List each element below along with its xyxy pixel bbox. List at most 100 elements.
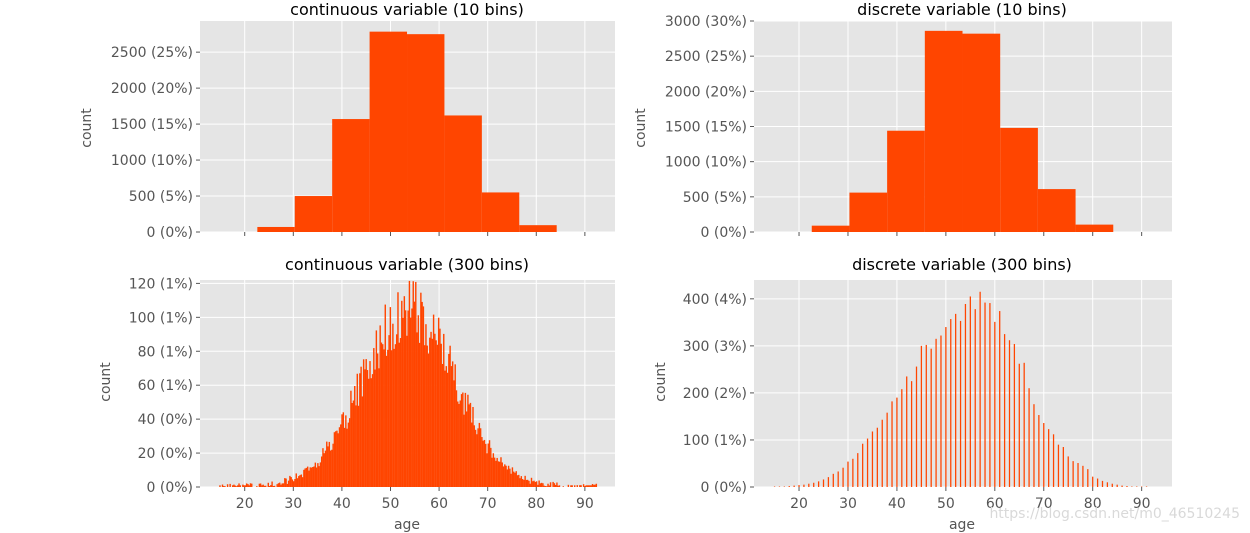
histogram-bar [798, 485, 800, 487]
y-axis-label: count [98, 362, 114, 402]
histogram-bar [247, 484, 249, 487]
x-tick-label: 30 [284, 496, 302, 512]
histogram-bar [582, 484, 585, 487]
histogram-bar [399, 338, 402, 487]
histogram-bar [504, 464, 506, 487]
bars [257, 31, 557, 232]
histogram-bar [510, 473, 512, 487]
histogram-bar [453, 380, 455, 487]
histogram-bar [408, 280, 411, 487]
histogram-bar [1067, 456, 1069, 487]
histogram-bar [444, 370, 446, 487]
panel-discrete-10-bins: discrete variable (10 bins) count 0 (0%)… [633, 0, 1172, 241]
histogram-bar [262, 484, 264, 487]
histogram-bar [999, 311, 1001, 487]
histogram-bar [368, 378, 370, 487]
histogram-bar [425, 324, 427, 487]
histogram-bar [473, 425, 475, 487]
histogram-bar [493, 457, 496, 487]
histogram-bar [412, 281, 414, 487]
histogram-bar [411, 308, 413, 487]
histogram-bar [547, 483, 549, 487]
histogram-bar [268, 486, 271, 487]
histogram-bar [509, 468, 511, 487]
histogram-bar [487, 443, 489, 487]
histogram-bar [245, 483, 248, 487]
histogram-bar [323, 453, 325, 487]
x-tick-label: 60 [986, 496, 1004, 512]
histogram-bar [436, 344, 439, 487]
panel-continuous-10-bins: continuous variable (10 bins) count 0 (0… [79, 0, 615, 241]
histogram-bar [440, 343, 442, 487]
histogram-bar [434, 333, 436, 487]
histogram-bar [460, 394, 463, 487]
histogram-bar [432, 314, 435, 487]
histogram-bar [343, 427, 346, 487]
histogram-bar [1116, 484, 1118, 487]
panel-discrete-300-bins: discrete variable (300 bins) count age 0… [653, 255, 1172, 533]
histogram-bar [549, 482, 552, 487]
histogram-bar [328, 441, 331, 487]
histogram-bar [291, 479, 294, 487]
histogram-bar [871, 431, 874, 487]
watermark-text: https://blog.csdn.net/m0_46510245 [989, 506, 1240, 522]
histogram-bar [294, 196, 333, 232]
histogram-bar [407, 310, 409, 487]
y-tick-label: 300 (3%) [683, 339, 747, 355]
y-tick-label: 500 (5%) [129, 189, 193, 205]
histogram-bar [1057, 444, 1060, 487]
histogram-bar [284, 478, 286, 487]
histogram-bar [435, 340, 437, 487]
histogram-bar [380, 342, 383, 487]
histogram-bar [281, 483, 283, 487]
histogram-bar [955, 313, 957, 487]
histogram-bar [526, 479, 529, 487]
x-tick-label: 30 [839, 496, 857, 512]
histogram-bar [327, 446, 329, 487]
histogram-bar [593, 484, 595, 487]
histogram-bar [239, 485, 242, 487]
histogram-bar [501, 462, 503, 487]
histogram-bar [454, 364, 456, 487]
histogram-bar [891, 401, 893, 487]
histogram-bar [355, 405, 357, 487]
histogram-bar [1111, 483, 1113, 487]
histogram-bar [437, 317, 440, 487]
histogram-bar [376, 353, 379, 487]
histogram-bar [519, 225, 557, 232]
histogram-bar [304, 468, 306, 487]
histogram-bar [950, 319, 952, 487]
histogram-bar [469, 402, 472, 487]
histogram-bar [574, 485, 576, 487]
histogram-bar [371, 374, 374, 487]
histogram-bar [389, 307, 392, 487]
histogram-bar [251, 483, 253, 487]
y-tick-label: 120 (1%) [129, 276, 193, 292]
histogram-bar [384, 304, 386, 487]
histogram-bar [345, 415, 347, 487]
y-tick-label: 1500 (15%) [665, 120, 747, 136]
histogram-bar [553, 483, 556, 487]
histogram-bar [1033, 404, 1035, 487]
histogram-bar [1013, 343, 1016, 487]
histogram-bar [528, 480, 530, 487]
histogram-bar [421, 301, 423, 487]
histogram-bar [896, 397, 898, 487]
histogram-bar [337, 433, 339, 487]
histogram-bar [395, 334, 398, 487]
histogram-bar [243, 485, 245, 487]
histogram-bar [369, 31, 408, 232]
histogram-bar [244, 485, 247, 487]
histogram-bar [448, 353, 450, 487]
histogram-bar [1043, 423, 1045, 487]
histogram-bar [374, 369, 376, 487]
histogram-bar [471, 422, 473, 487]
y-tick-label: 100 (1%) [129, 310, 193, 326]
histogram-bar [989, 303, 991, 487]
histogram-bar [857, 453, 859, 487]
histogram-bar [500, 457, 502, 487]
histogram-bar [483, 439, 486, 487]
histogram-bar [465, 411, 468, 487]
histogram-bar [319, 462, 322, 487]
